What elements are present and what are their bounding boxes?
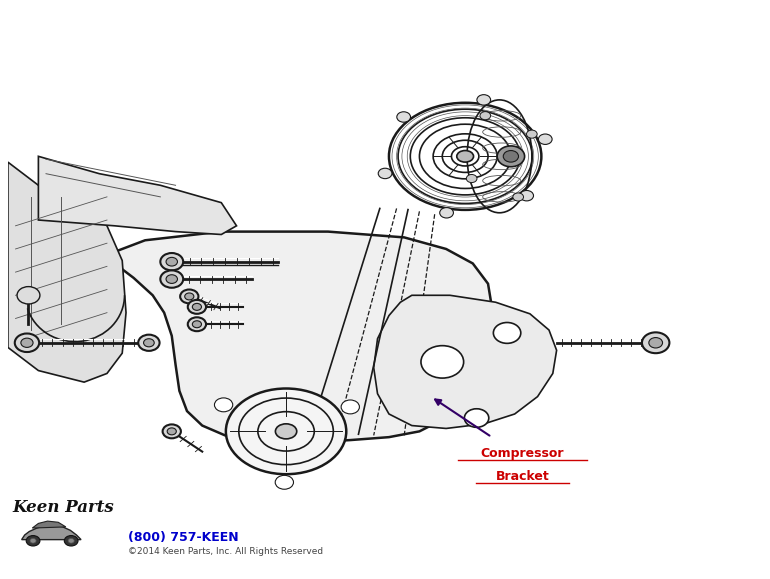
Circle shape bbox=[477, 94, 490, 105]
Polygon shape bbox=[115, 232, 492, 443]
Circle shape bbox=[30, 538, 36, 543]
Text: Compressor: Compressor bbox=[480, 448, 564, 460]
Circle shape bbox=[467, 174, 477, 182]
Ellipse shape bbox=[276, 424, 296, 439]
Circle shape bbox=[275, 475, 293, 489]
Circle shape bbox=[139, 335, 159, 351]
Text: Bracket: Bracket bbox=[495, 471, 549, 483]
Circle shape bbox=[480, 112, 490, 120]
Circle shape bbox=[642, 332, 669, 353]
Circle shape bbox=[341, 400, 360, 414]
Circle shape bbox=[188, 300, 206, 314]
Circle shape bbox=[17, 287, 40, 304]
Polygon shape bbox=[373, 295, 557, 428]
Circle shape bbox=[180, 290, 199, 303]
Polygon shape bbox=[8, 162, 126, 382]
Circle shape bbox=[497, 146, 524, 167]
Circle shape bbox=[65, 536, 78, 546]
Circle shape bbox=[68, 538, 74, 543]
Text: Keen Parts: Keen Parts bbox=[12, 499, 114, 516]
Circle shape bbox=[188, 317, 206, 331]
Ellipse shape bbox=[457, 151, 474, 162]
Circle shape bbox=[185, 293, 194, 300]
Circle shape bbox=[397, 112, 410, 122]
Circle shape bbox=[166, 275, 177, 283]
Circle shape bbox=[160, 253, 183, 270]
Circle shape bbox=[160, 270, 183, 288]
Circle shape bbox=[166, 257, 177, 266]
Circle shape bbox=[464, 409, 489, 427]
Circle shape bbox=[504, 151, 518, 162]
Circle shape bbox=[520, 190, 534, 201]
Circle shape bbox=[192, 321, 202, 328]
Ellipse shape bbox=[226, 389, 346, 474]
Circle shape bbox=[167, 428, 176, 435]
Circle shape bbox=[26, 536, 40, 546]
Circle shape bbox=[421, 346, 464, 378]
Circle shape bbox=[440, 208, 454, 218]
Circle shape bbox=[192, 303, 202, 310]
Text: (800) 757-KEEN: (800) 757-KEEN bbox=[129, 531, 239, 544]
Circle shape bbox=[538, 134, 552, 144]
Polygon shape bbox=[22, 525, 81, 540]
Circle shape bbox=[215, 398, 233, 412]
Circle shape bbox=[21, 338, 33, 347]
Polygon shape bbox=[32, 521, 65, 528]
Circle shape bbox=[494, 323, 521, 343]
Circle shape bbox=[378, 168, 392, 179]
Polygon shape bbox=[38, 156, 236, 234]
Circle shape bbox=[143, 339, 154, 347]
Text: ©2014 Keen Parts, Inc. All Rights Reserved: ©2014 Keen Parts, Inc. All Rights Reserv… bbox=[129, 547, 323, 556]
Circle shape bbox=[649, 338, 662, 348]
Circle shape bbox=[513, 193, 524, 201]
Circle shape bbox=[527, 130, 537, 138]
Circle shape bbox=[15, 334, 39, 352]
Circle shape bbox=[162, 424, 181, 438]
